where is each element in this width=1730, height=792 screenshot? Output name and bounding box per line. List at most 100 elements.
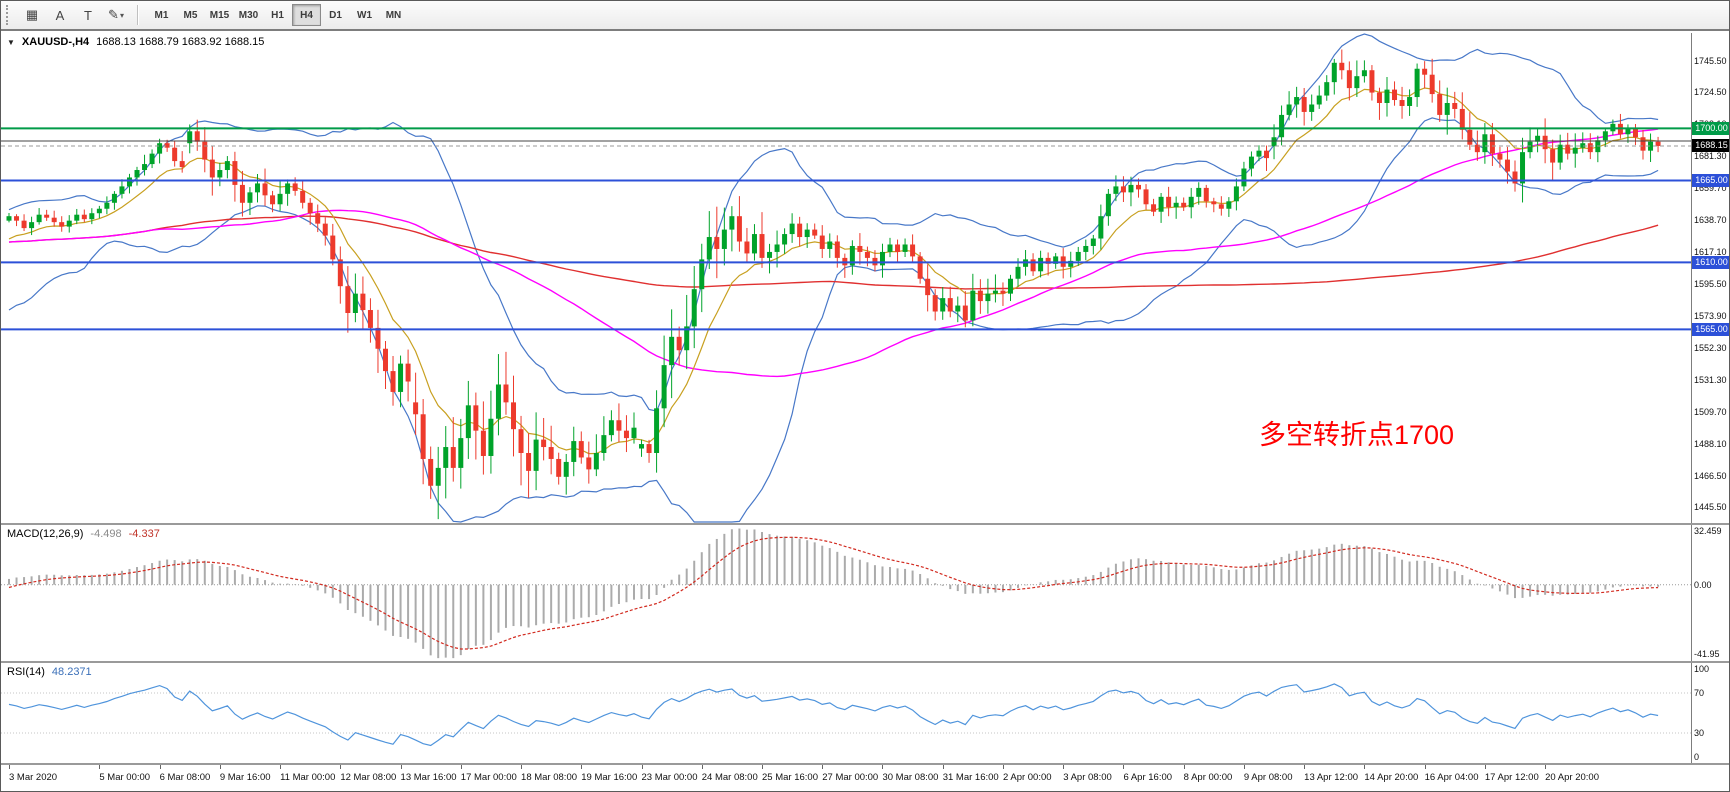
time-axis-tick (641, 765, 643, 769)
toolbar: ▦ A T ✎ ▾ M1 M5 M15 M30 H1 H4 D1 W1 MN (1, 1, 1729, 31)
panel-divider[interactable] (1, 523, 1729, 525)
macd-indicator-name: MACD(12,26,9) (7, 528, 84, 540)
time-axis-tick (701, 765, 703, 769)
time-axis-label: 19 Mar 16:00 (581, 772, 638, 783)
time-axis-label: 12 Mar 08:00 (340, 772, 397, 783)
toolbar-drag-handle[interactable] (6, 5, 12, 25)
price-axis-label: 1573.90 (1694, 311, 1727, 322)
draw-tools-icon: ✎ (108, 7, 119, 22)
time-axis-label: 6 Apr 16:00 (1123, 772, 1173, 783)
price-axis-label: 1659.70 (1694, 183, 1727, 194)
time-axis-tick (762, 765, 763, 769)
timeframe-button-M1[interactable]: M1 (154, 9, 169, 21)
rsi-panel: RSI(14) 48.2371 100 70 30 0 (1, 663, 1729, 763)
ohlc-values: 1688.13 1688.79 1683.92 1688.15 (96, 36, 265, 48)
timeframe-button-M15[interactable]: M15 (209, 9, 230, 21)
macd-chart[interactable]: MACD(12,26,9) -4.498 -4.337 (1, 525, 1691, 661)
time-axis-label: 9 Apr 08:00 (1243, 772, 1293, 783)
time-axis-label: 17 Mar 00:00 (460, 772, 517, 783)
time-axis-label: 25 Mar 16:00 (762, 772, 818, 783)
current-price-tag: 1688.15 (1692, 139, 1729, 153)
panel-divider[interactable] (1, 661, 1729, 663)
time-axis-label: 14 Apr 20:00 (1364, 772, 1419, 783)
panel-divider[interactable] (1, 763, 1729, 765)
macd-panel: MACD(12,26,9) -4.498 -4.337 32.459 0.00 -4… (1, 525, 1729, 661)
timeframe-button-D1[interactable]: D1 (329, 9, 342, 21)
timeframe-button-M30[interactable]: M30 (238, 9, 259, 21)
rsi-value: 48.2371 (51, 666, 92, 678)
candlestick-chart[interactable]: ▼ XAUUSD-,H4 1688.13 1688.79 1683.92 168… (1, 33, 1691, 523)
macd-title: MACD(12,26,9) -4.498 -4.337 (7, 528, 160, 540)
time-axis-tick (1123, 765, 1125, 769)
symbol-dropdown-icon[interactable]: ▼ (7, 37, 15, 47)
macd-svg (1, 528, 1691, 659)
time-axis-tick (159, 765, 161, 769)
price-axis-label: 1638.70 (1694, 214, 1727, 225)
timeframe-button-H4[interactable]: H4 (292, 4, 321, 26)
time-axis-tick (581, 765, 583, 769)
time-axis-label: 13 Apr 12:00 (1304, 772, 1359, 783)
time-axis-tick (9, 765, 10, 769)
cursor-tool-button[interactable]: A (47, 3, 73, 27)
price-axis-label: 1552.30 (1694, 343, 1727, 354)
price-level-tag: 1610.00 (1692, 255, 1729, 269)
price-axis-label: 1488.10 (1694, 438, 1727, 449)
text-tool-button[interactable]: T (75, 3, 101, 27)
rsi-axis-label: 100 (1694, 664, 1710, 674)
time-axis-label: 3 Apr 08:00 (1063, 772, 1112, 783)
rsi-axis[interactable]: 100 70 30 0 (1691, 663, 1729, 763)
time-axis-label: 31 Mar 16:00 (942, 772, 999, 783)
dropdown-caret-icon: ▾ (119, 10, 124, 20)
rsi-chart[interactable]: RSI(14) 48.2371 (1, 663, 1691, 763)
price-axis-label: 1466.50 (1694, 471, 1727, 482)
price-level-tag: 1665.00 (1692, 173, 1729, 187)
time-axis-tick (1424, 765, 1426, 769)
time-axis-tick (1364, 765, 1366, 769)
macd-signal-value: -4.337 (128, 528, 160, 540)
time-axis-label: 13 Mar 16:00 (400, 772, 457, 783)
price-level-tag: 1700.00 (1692, 121, 1729, 135)
time-axis-tick (99, 765, 101, 769)
time-axis-label: 11 Mar 00:00 (280, 772, 336, 783)
rsi-indicator-name: RSI(14) (7, 666, 45, 678)
timeframe-button-MN[interactable]: MN (385, 9, 402, 21)
rsi-svg (1, 683, 1691, 747)
price-axis-label: 1595.50 (1694, 278, 1727, 289)
toolbar-separator (137, 5, 139, 25)
time-axis-label: 5 Mar 00:00 (99, 772, 151, 783)
time-axis-label: 23 Mar 00:00 (641, 772, 698, 783)
time-axis-label: 2 Apr 00:00 (1002, 772, 1052, 783)
time-axis-tick (219, 765, 221, 769)
rsi-title: RSI(14) 48.2371 (7, 666, 92, 678)
macd-axis-label: 32.459 (1694, 526, 1722, 536)
timeframe-button-M5[interactable]: M5 (183, 9, 198, 21)
time-axis-tick (1545, 765, 1547, 769)
macd-axis[interactable]: 32.459 0.00 -41.95 (1691, 525, 1729, 661)
cursor-tool-icon: A (55, 7, 65, 23)
time-axis-label: 6 Mar 08:00 (159, 772, 211, 783)
price-axis[interactable]: 1745.501724.501703.101681.301659.701638.… (1691, 33, 1729, 523)
price-axis-label: 1681.30 (1694, 151, 1727, 162)
time-axis-tick (340, 765, 342, 769)
macd-axis-label: 0.00 (1694, 579, 1712, 590)
chart-grid-button[interactable]: ▦ (19, 3, 45, 27)
time-axis-tick (942, 765, 944, 769)
time-axis-tick (1484, 765, 1486, 769)
timeframe-button-H1[interactable]: H1 (271, 9, 284, 21)
time-axis-label: 30 Mar 08:00 (882, 772, 939, 783)
timeframe-button-group: M1 M5 M15 M30 H1 H4 D1 W1 MN (147, 4, 408, 26)
time-axis-tick (1002, 765, 1004, 769)
tool-icon-group: ▦ A T ✎ ▾ (19, 3, 129, 27)
time-axis-label: 18 Mar 08:00 (521, 772, 578, 783)
timeframe-button-W1[interactable]: W1 (357, 9, 372, 21)
time-axis-tick (1063, 765, 1065, 769)
draw-tools-button[interactable]: ✎ ▾ (103, 3, 129, 27)
time-axis-tick (460, 765, 462, 769)
macd-main-value: -4.498 (90, 528, 122, 540)
time-axis-tick (822, 765, 824, 769)
time-axis-label: 20 Apr 20:00 (1545, 772, 1599, 783)
time-axis-label: 9 Mar 16:00 (219, 772, 271, 783)
time-axis[interactable]: 3 Mar 2020 5 Mar 00:00 6 Mar 08:00 9 Mar 16… (1, 765, 1729, 791)
time-axis-tick (882, 765, 884, 769)
